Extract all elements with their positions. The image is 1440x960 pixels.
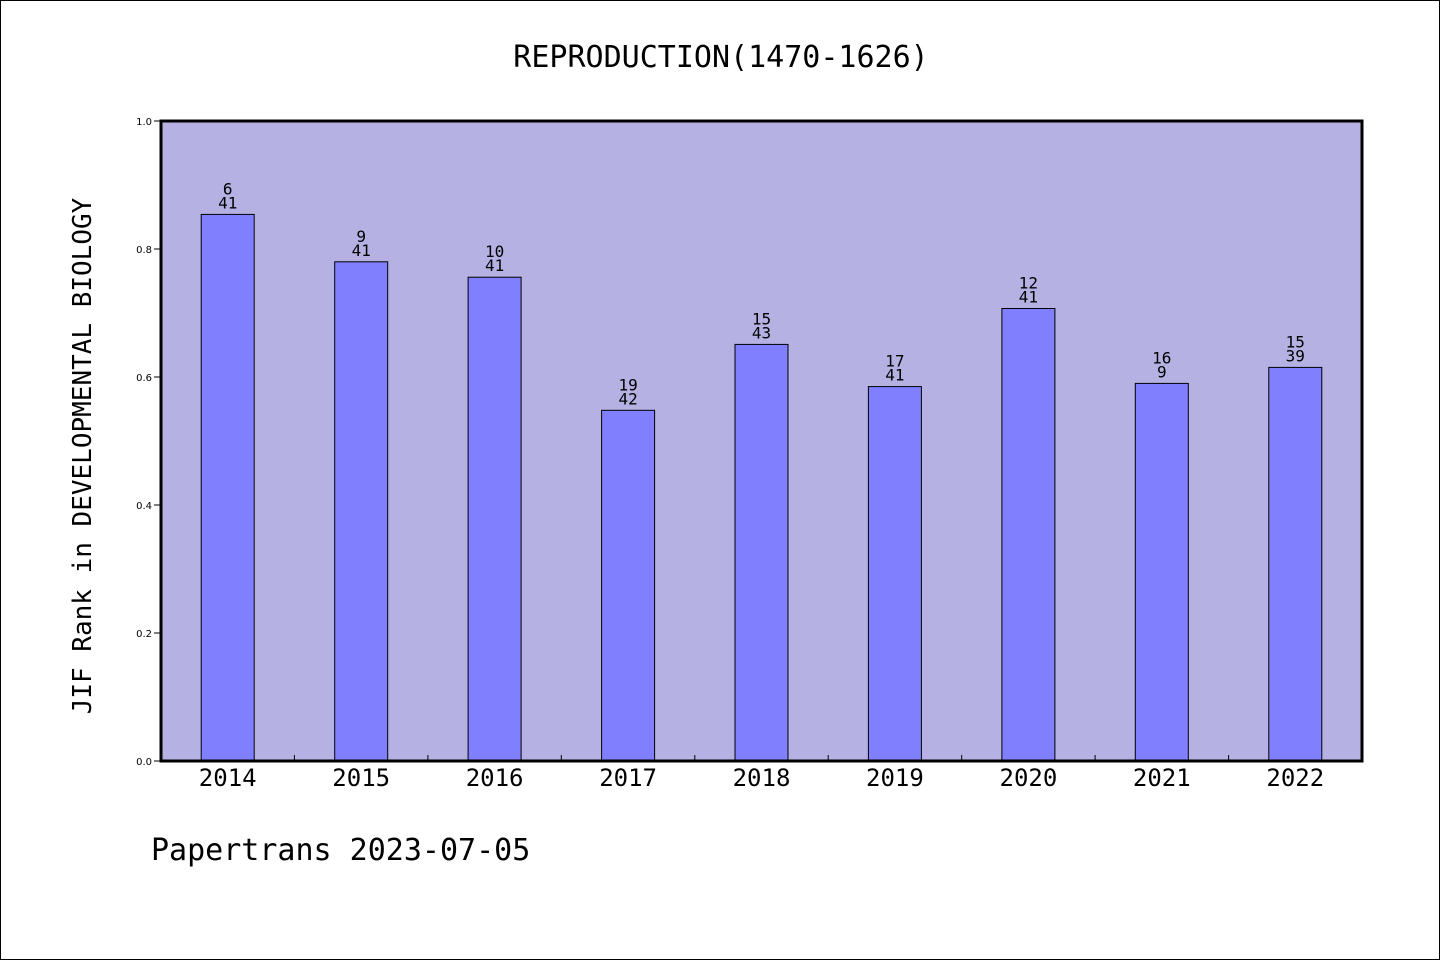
x-axis-ticks: 2014 2015 2016 2017 2018 2019 2020 2021 2022 [199,755,1324,792]
y-axis-label: JIF Rank in DEVELOPMENTAL BIOLOGY [68,197,98,714]
bar-rank-label: 6 [223,179,233,198]
bar-rank-label: 16 [1152,348,1171,367]
x-tick-label: 2018 [733,764,791,792]
x-tick-label: 2015 [332,764,390,792]
bar-2017 [601,409,656,762]
bar-rank-label: 15 [1286,332,1305,351]
bar-2016 [467,276,522,762]
bar-rank-label: 12 [1019,274,1038,293]
x-tick-label: 2021 [1133,764,1191,792]
bar-rank-label: 15 [752,309,771,328]
bar-total-label: 39 [1286,346,1305,365]
y-axis-ticks: 0.0 0.2 0.4 0.6 0.8 1.0 [136,117,161,768]
y-tick-label: 0.0 [136,757,152,768]
bar-total-label: 41 [485,256,504,275]
y-tick-label: 1.0 [136,117,152,128]
bar-rank-label: 17 [885,352,904,371]
bar-2018 [734,343,789,762]
y-tick-label: 0.6 [136,373,152,384]
x-tick-label: 2019 [866,764,924,792]
bar-total-label: 41 [218,193,237,212]
bar-rank-label: 9 [356,227,366,246]
bar-2019 [867,386,922,762]
bar-total-label: 43 [752,323,771,342]
bar-total-label: 42 [618,389,637,408]
bar-total-label: 9 [1157,362,1167,381]
y-tick-label: 0.8 [136,245,152,256]
bar-2014 [200,213,255,762]
x-tick-label: 2022 [1266,764,1324,792]
bar-2020 [1001,308,1056,762]
bar-rank-label: 19 [618,375,637,394]
x-tick-label: 2014 [199,764,257,792]
bar-rank-label: 10 [485,242,504,261]
bar-total-label: 41 [1019,288,1038,307]
bars-group [200,213,1323,762]
y-tick-label: 0.2 [136,629,152,640]
bar-total-label: 41 [885,366,904,385]
footer-credit: Papertrans 2023-07-05 [151,833,531,868]
x-tick-label: 2020 [1000,764,1058,792]
bar-2021 [1134,382,1189,762]
bar-2022 [1268,366,1323,762]
bar-2015 [334,261,389,762]
x-tick-label: 2016 [466,764,524,792]
bar-total-label: 41 [352,241,371,260]
plot-border [159,119,1364,763]
chart-title: REPRODUCTION(1470-1626) [513,40,928,75]
x-tick-label: 2017 [599,764,657,792]
y-tick-label: 0.4 [136,501,152,512]
